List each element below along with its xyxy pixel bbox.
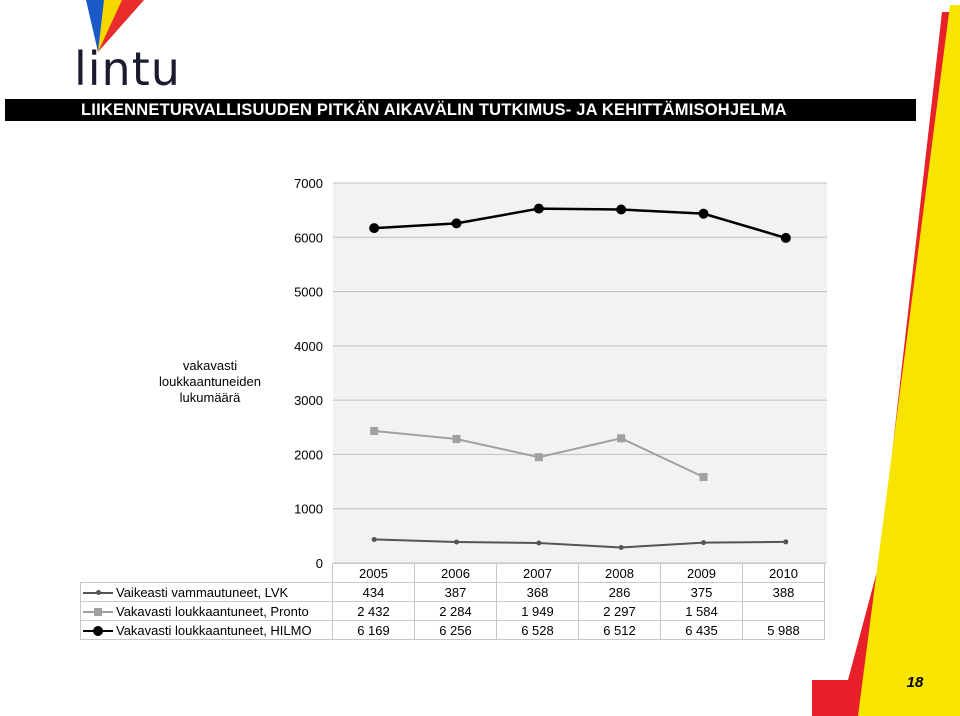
data-label: 6 256 [414, 620, 497, 640]
legend-label: Vakavasti loukkaantuneet, Pronto [116, 603, 309, 619]
table-row-lvk: Vaikeasti vammautuneet, LVK 434 387 368 … [80, 582, 825, 602]
table-corner [80, 563, 333, 583]
data-point [451, 218, 462, 229]
data-point [533, 203, 544, 214]
data-point [618, 544, 624, 550]
legend-entry-hilmo: Vakavasti loukkaantuneet, HILMO [80, 620, 333, 640]
y-tick-label: 2000 [294, 447, 323, 462]
data-point [370, 426, 379, 435]
series-3 [369, 203, 791, 243]
data-label: 434 [332, 582, 415, 602]
x-tick-label: 2005 [332, 563, 415, 583]
data-label: 6 169 [332, 620, 415, 640]
x-tick-label: 2009 [660, 563, 743, 583]
y-tick-label: 4000 [294, 339, 323, 354]
table-row-hilmo: Vakavasti loukkaantuneet, HILMO 6 169 6 … [80, 620, 825, 640]
data-label: 1 949 [496, 601, 579, 621]
data-point [452, 435, 461, 444]
legend-label: Vakavasti loukkaantuneet, HILMO [116, 622, 312, 638]
legend-entry-pronto: Vakavasti loukkaantuneet, Pronto [80, 601, 333, 621]
y-axis-label: vakavasti loukkaantuneiden lukumäärä [159, 358, 261, 405]
legend-key-hilmo [83, 626, 113, 637]
logo-text: lintu [74, 42, 181, 96]
legend-key-pronto [83, 607, 113, 617]
data-point [616, 204, 627, 215]
series-line [374, 538, 786, 549]
y-tick-label: 5000 [294, 285, 323, 300]
series-1 [371, 536, 789, 550]
x-tick-label: 2007 [496, 563, 579, 583]
data-label: 2 284 [414, 601, 497, 621]
data-point [371, 536, 377, 542]
data-label: 375 [660, 582, 743, 602]
series-2 [370, 426, 708, 482]
program-banner: LIIKENNETURVALLISUUDEN PITKÄN AIKAVÄLIN … [5, 99, 916, 121]
data-point [783, 539, 789, 545]
yellow-stripe [858, 5, 960, 716]
page-number: 18 [906, 674, 924, 691]
data-point [698, 208, 709, 219]
data-label: 286 [578, 582, 661, 602]
legend-entry-lvk: Vaikeasti vammautuneet, LVK [80, 582, 333, 602]
data-label: 6 435 [660, 620, 743, 640]
data-label: 6 528 [496, 620, 579, 640]
legend-label: Vaikeasti vammautuneet, LVK [116, 584, 289, 600]
y-tick-label: 1000 [294, 502, 323, 517]
data-label: 2 297 [578, 601, 661, 621]
data-point [536, 540, 542, 546]
y-tick-label: 6000 [294, 230, 323, 245]
lintu-logo [86, 0, 144, 52]
data-label: 387 [414, 582, 497, 602]
data-label: 2 432 [332, 601, 415, 621]
table-row-pronto: Vakavasti loukkaantuneet, Pronto 2 432 2… [80, 601, 825, 621]
data-point [701, 540, 706, 546]
x-tick-label: 2008 [578, 563, 661, 583]
data-label: 5 988 [742, 620, 825, 640]
x-tick-label: 2010 [742, 563, 825, 583]
legend-key-lvk [83, 588, 113, 598]
data-point [699, 473, 708, 482]
plot-area [333, 183, 827, 563]
series-group [369, 203, 791, 550]
data-point [369, 223, 380, 234]
data-point [534, 453, 543, 462]
data-label: 368 [496, 582, 579, 602]
data-label: 1 584 [660, 601, 743, 621]
x-tick-label: 2006 [414, 563, 497, 583]
y-tick-label: 3000 [294, 393, 323, 408]
table-header-row: 2005 2006 2007 2008 2009 2010 [80, 563, 825, 583]
data-label [742, 601, 825, 621]
chart-data-table: 2005 2006 2007 2008 2009 2010 Vaikeasti … [80, 563, 825, 640]
y-tick-label: 7000 [294, 176, 323, 191]
data-label: 388 [742, 582, 825, 602]
data-point [617, 434, 626, 443]
series-line [374, 207, 787, 240]
data-label: 6 512 [578, 620, 661, 640]
data-point [780, 232, 791, 243]
logo-red-shape [98, 0, 144, 52]
data-point [454, 539, 459, 545]
